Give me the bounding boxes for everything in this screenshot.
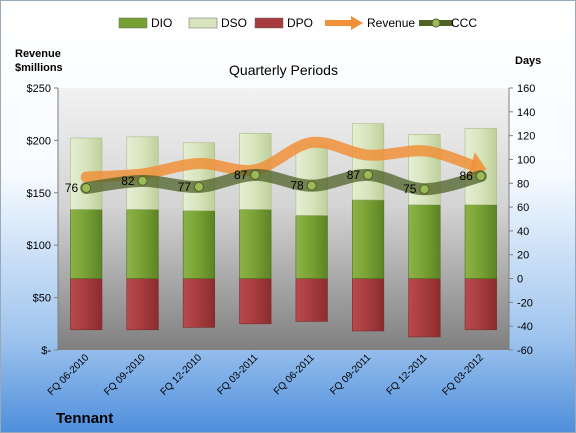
category-label: FQ 12-2011 [385,352,430,397]
legend-swatch-dso [188,17,218,29]
category-label: FQ 12-2010 [159,352,205,398]
bar-dso [182,142,216,211]
category-label: FQ 09-2010 [102,352,148,398]
right-axis-tick-label: 120 [517,131,535,143]
ccc-point [363,169,374,180]
left-axis-tick-label: $100 [27,240,51,252]
ccc-data-label: 77 [178,180,192,194]
bar-dpo [408,278,441,338]
ccc-data-label: 78 [290,179,304,193]
right-axis-tick-label: -40 [517,321,533,333]
category-label: FQ 06-2011 [272,352,317,397]
right-axis-tick-label: 40 [517,226,529,238]
legend-label-revenue: Revenue [367,16,415,30]
left-axis-label-line1: Revenue [15,48,61,60]
ccc-point [306,180,317,191]
left-axis-tick-label: $200 [27,135,51,147]
ccc-point [250,169,261,180]
bar-dio [464,204,497,279]
left-axis-tick-label: $250 [27,83,51,95]
left-axis-tick-label: $50 [33,293,51,305]
ccc-data-label: 86 [459,169,473,183]
bar-dpo [295,278,328,322]
ccc-point [475,171,486,182]
right-axis-tick-label: 140 [517,107,535,119]
bar-dpo [351,278,385,332]
ccc-data-label: 87 [347,168,361,182]
right-axis-tick-label: 0 [517,274,523,286]
chart-title: Quarterly Periods [229,62,338,78]
bar-dio [182,210,216,279]
right-axis-tick-label: 20 [517,250,529,262]
right-axis-tick-label: 100 [517,154,535,166]
company-name: Tennant [56,410,113,427]
category-label: FQ 03-2012 [440,352,486,398]
chart-legend: DIO DSO DPO Revenue CCC [118,16,477,30]
bar-dso [351,123,385,201]
bar-dio [239,209,272,279]
left-axis-tick-label: $150 [27,188,51,200]
ccc-point [419,184,430,195]
right-axis-tick-label: 60 [517,202,529,214]
ccc-data-label: 87 [234,168,248,182]
legend-marker-ccc [431,18,441,28]
legend-label-dso: DSO [221,16,247,30]
bar-dpo [126,278,159,331]
legend-swatch-dpo [254,17,284,29]
category-label: FQ 06-2010 [46,352,92,398]
legend-arrowhead-revenue [351,16,363,30]
right-axis-tick-label: 80 [517,178,529,190]
ccc-point [137,175,148,186]
bar-dio [126,209,159,279]
legend-swatch-dio [118,17,148,29]
bar-dio [408,204,441,279]
revenue-line [80,136,477,183]
bar-dpo [70,278,103,331]
ccc-point [193,181,204,192]
left-axis-tick-label: $- [41,345,51,357]
ccc-data-label: 82 [121,174,135,188]
left-axis-label-line2: $millions [15,62,63,74]
legend-label-dpo: DPO [287,16,313,30]
bar-dpo [182,278,216,328]
bar-dio [295,215,328,279]
legend-label-dio: DIO [151,16,172,30]
right-axis-tick-label: -20 [517,297,533,309]
bar-dpo [464,278,497,331]
ccc-point [81,183,92,194]
right-axis-label: Days [515,55,541,67]
bar-dio [351,199,385,279]
right-axis-tick-label: 160 [517,83,535,95]
plot-area [58,88,509,350]
bar-dio [70,209,103,279]
ccc-data-label: 76 [65,181,79,195]
ccc-data-label: 75 [403,182,417,196]
category-label: FQ 09-2011 [328,352,373,397]
category-label: FQ 03-2011 [215,352,260,397]
bar-dpo [239,278,272,325]
legend-label-ccc: CCC [451,16,477,30]
right-axis-tick-label: -60 [517,345,533,357]
